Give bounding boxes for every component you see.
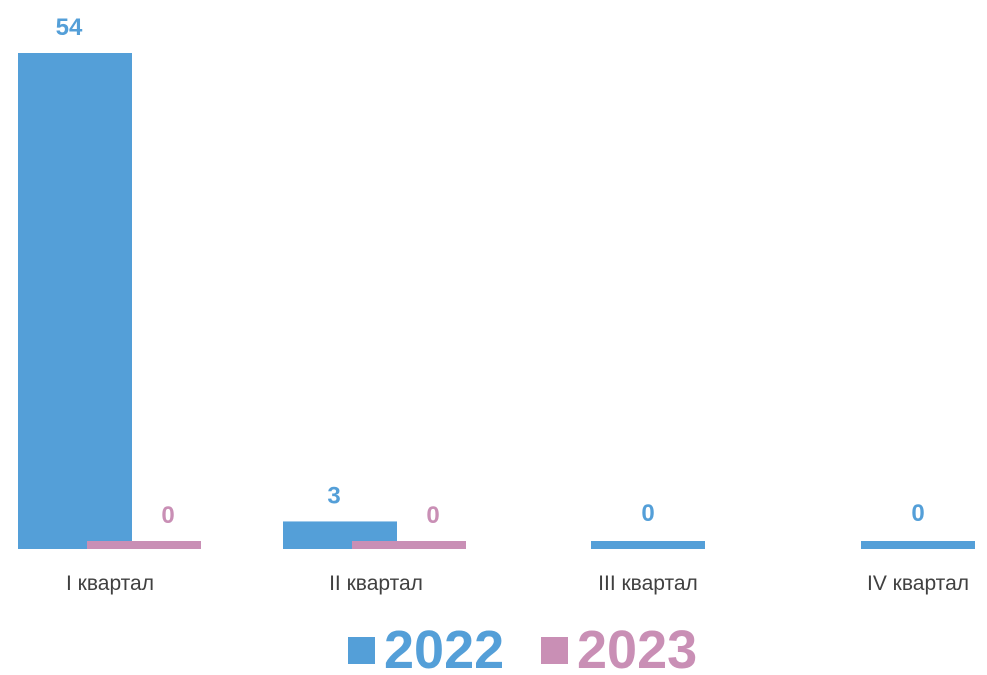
category-label-2: II квартал	[329, 572, 423, 595]
legend: 2022 2023	[348, 620, 697, 675]
category-labels-layer: I квартал II квартал III квартал IV квартал	[66, 572, 969, 595]
data-label-2023-2: 0	[426, 502, 439, 529]
category-label-4: IV квартал	[867, 572, 969, 595]
legend-label-2022: 2022	[384, 620, 504, 675]
legend-swatch-2022	[348, 637, 375, 664]
data-label-2022-3: 0	[641, 500, 654, 527]
legend-swatch-2023	[541, 637, 568, 664]
bars-layer	[18, 53, 975, 549]
data-labels-layer: 54 3 0 0 0 0	[56, 14, 925, 529]
data-label-2022-4: 0	[911, 500, 924, 527]
category-label-1: I квартал	[66, 572, 154, 595]
bar-2023-2	[352, 541, 466, 549]
bar-2022-4	[861, 541, 975, 549]
data-label-2022-1: 54	[56, 14, 83, 41]
bar-2023-1	[87, 541, 201, 549]
data-label-2022-2: 3	[327, 482, 340, 509]
bar-2022-1	[18, 53, 132, 549]
legend-label-2023: 2023	[577, 620, 697, 675]
bar-2022-3	[591, 541, 705, 549]
data-label-2023-1: 0	[161, 502, 174, 529]
category-label-3: III квартал	[598, 572, 698, 595]
